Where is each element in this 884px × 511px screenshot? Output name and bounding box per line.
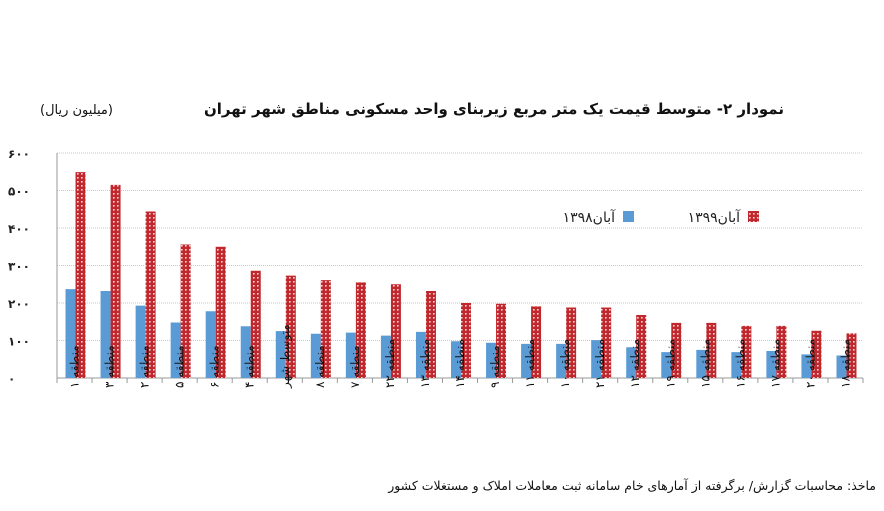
bar-1399 <box>250 270 261 378</box>
x-tick-label: منطقه ۱۰ <box>558 339 572 388</box>
bar-1398 <box>521 343 532 378</box>
bar-1399 <box>636 315 647 378</box>
bar-1398 <box>836 355 847 378</box>
x-tick-label: منطقه ۱ <box>68 345 82 388</box>
x-tick-label: منطقه ۸ <box>313 345 327 388</box>
bar-1399 <box>706 322 717 378</box>
x-tick-label: منطقه ۱۱ <box>523 339 537 388</box>
bar-1399 <box>320 280 331 378</box>
x-tick-label: منطقه ۴ <box>243 345 257 388</box>
y-tick-label: ۰ <box>8 372 15 386</box>
bar-1398 <box>696 349 707 378</box>
bar-1398 <box>766 351 777 378</box>
bar-1398 <box>731 352 742 378</box>
bar-1398 <box>556 343 567 378</box>
x-tick-label: منطقه ۲۱ <box>593 339 607 388</box>
y-tick-label: ۶۰۰ <box>8 147 30 161</box>
legend-label-1399: آبان۱۳۹۹ <box>688 209 742 226</box>
bar-1398 <box>240 326 251 378</box>
y-tick-label: ۱۰۰ <box>8 335 30 349</box>
y-axis-unit-label: (میلیون ریال) <box>40 103 113 118</box>
x-tick-label: منطقه ۱۸ <box>838 339 852 388</box>
x-tick-label: منطقه ۱۶ <box>733 339 747 388</box>
x-tick-label: منطقه ۱۷ <box>768 339 782 388</box>
bar-1399 <box>811 330 822 378</box>
bar-1399 <box>601 307 612 378</box>
bar-1399 <box>180 244 191 378</box>
y-tick-label: ۳۰۰ <box>8 260 30 274</box>
x-tick-label: منطقه ۱۹ <box>663 339 677 388</box>
bar-1398 <box>170 322 181 378</box>
bar-1398 <box>415 331 426 378</box>
bar-1399 <box>496 303 507 378</box>
bar-1399 <box>215 246 226 378</box>
bar-1399 <box>741 325 752 378</box>
bar-1398 <box>135 305 146 378</box>
source-note: ماخذ: محاسبات گزارش/ برگرفته از آمارهای … <box>388 478 876 493</box>
bar-1399 <box>390 284 401 378</box>
bar-1398 <box>626 347 637 378</box>
x-tick-label: منطقه ۱۴ <box>453 339 467 388</box>
x-tick-label: منطقه ۵ <box>173 345 187 388</box>
x-tick-label: منطقه ۹ <box>488 345 502 388</box>
y-tick-label: ۴۰۰ <box>8 222 30 236</box>
bar-1399 <box>285 275 296 378</box>
x-tick-label: منطقه ۱۳ <box>418 339 432 388</box>
bar-1398 <box>380 335 391 378</box>
x-tick-label: منطقه ۷ <box>348 345 362 388</box>
x-tick-label: منطقه ۳ <box>103 345 117 388</box>
bar-1398 <box>65 289 76 378</box>
bar-1399 <box>355 282 366 378</box>
x-tick-label: منطقه ۱۲ <box>628 339 642 388</box>
y-tick-label: ۵۰۰ <box>8 185 30 199</box>
bar-1398 <box>591 340 602 378</box>
legend-swatch-1399 <box>748 211 759 222</box>
bar-1398 <box>451 341 461 378</box>
x-tick-label: منطقه ۲۲ <box>383 339 397 388</box>
x-tick-label: منطقه ۶ <box>208 345 222 388</box>
bar-chart: ۰ ۱۰۰ ۲۰۰ ۳۰۰ ۴۰۰ ۵۰۰ ۶۰۰ منطقه ۱ منطقه ۳ منطقه ۲… <box>8 147 864 389</box>
bar-1399 <box>566 307 577 378</box>
bar-1398 <box>345 332 356 378</box>
bar-1399 <box>461 303 471 378</box>
y-tick-label: ۲۰۰ <box>8 297 30 311</box>
x-tick-label: منطقه ۲ <box>138 345 152 388</box>
bar-1398 <box>205 311 216 378</box>
bar-1398 <box>661 352 672 378</box>
bar-1398 <box>275 331 286 378</box>
bar-1399 <box>75 172 86 378</box>
bar-1399 <box>110 184 121 378</box>
bar-1398 <box>486 342 497 378</box>
bar-1399 <box>671 322 682 378</box>
bar-1399 <box>846 333 857 378</box>
legend-label-1398: آبان۱۳۹۸ <box>563 209 617 226</box>
chart-title: نمودار ۲- متوسط قیمت یک متر مربع زیربنای… <box>203 100 784 118</box>
bar-1398 <box>310 333 321 378</box>
bar-1398 <box>801 354 812 378</box>
x-tick-label: منطقه ۲۰ <box>803 339 817 388</box>
bar-1399 <box>425 291 436 378</box>
legend-swatch-1398 <box>623 211 634 222</box>
x-tick-label: متوسط شهر <box>278 324 293 389</box>
bar-1399 <box>776 325 787 378</box>
x-tick-label: منطقه ۱۵ <box>698 339 712 388</box>
bar-1399 <box>531 306 542 378</box>
bar-1399 <box>145 211 156 378</box>
bar-1398 <box>100 291 111 378</box>
